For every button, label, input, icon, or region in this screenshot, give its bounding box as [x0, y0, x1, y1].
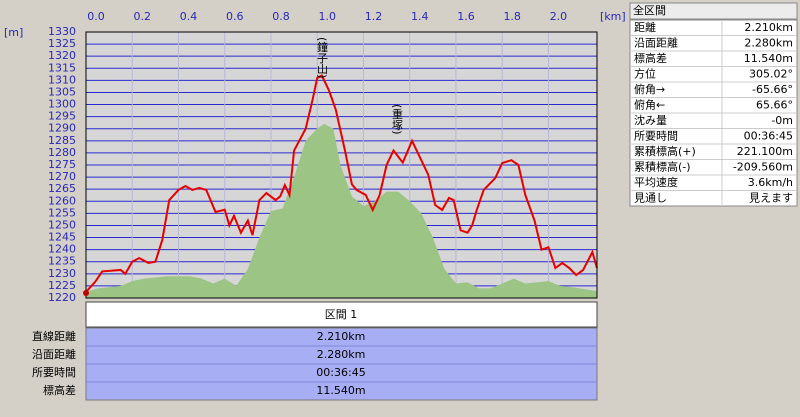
x-tick-label: 0.2 [133, 10, 151, 23]
summary-value: 00:36:45 [744, 130, 793, 143]
y-tick-label: 1310 [48, 73, 76, 86]
summary-value: 65.66° [756, 99, 793, 112]
y-tick-label: 1285 [48, 134, 76, 147]
x-tick-label: 0.8 [272, 10, 290, 23]
section-value: 2.210km [317, 330, 366, 343]
section-label: 所要時間 [32, 366, 76, 379]
y-tick-label: 1255 [48, 206, 76, 219]
summary-label: 累積標高(-) [634, 160, 691, 174]
y-tick-label: 1290 [48, 122, 76, 135]
plot-frame [85, 31, 598, 299]
summary-label: 平均速度 [634, 175, 678, 189]
summary-label: 所要時間 [634, 130, 678, 143]
summary-value: 305.02° [749, 68, 793, 81]
y-axis-label: [m] [4, 26, 23, 39]
y-tick-label: 1325 [48, 37, 76, 50]
summary-label: 沿面距離 [634, 36, 678, 50]
y-tick-label: 1230 [48, 267, 76, 280]
y-tick-label: 1295 [48, 110, 76, 123]
y-tick-label: 1305 [48, 85, 76, 98]
y-tick-label: 1245 [48, 231, 76, 244]
y-tick-label: 1265 [48, 182, 76, 195]
y-tick-label: 1270 [48, 170, 76, 183]
summary-label: 累積標高(+) [634, 144, 696, 158]
y-tick-label: 1320 [48, 49, 76, 62]
summary-value: 2.210km [744, 21, 793, 34]
summary-label: 見通し [634, 192, 667, 205]
summary-label: 距離 [634, 20, 656, 34]
y-tick-label: 1240 [48, 243, 76, 256]
y-tick-label: 1300 [48, 98, 76, 111]
summary-label: 俯角→ [634, 82, 665, 96]
peak-label: (鐘子山) [316, 37, 329, 79]
summary-value: -0m [771, 114, 793, 127]
summary-label: 俯角← [634, 98, 665, 112]
y-tick-label: 1225 [48, 279, 76, 292]
summary-title: 全区間 [633, 3, 666, 17]
y-tick-label: 1235 [48, 255, 76, 268]
x-tick-label: 0.4 [180, 10, 198, 23]
peak-label: (重塚) [391, 104, 404, 135]
x-tick-label: 0.6 [226, 10, 244, 23]
x-tick-label: 2.0 [550, 10, 568, 23]
y-tick-label: 1275 [48, 158, 76, 171]
summary-value: 221.100m [737, 145, 793, 158]
summary-value: -65.66° [752, 83, 793, 96]
x-tick-label: 1.2 [365, 10, 383, 23]
y-tick-label: 1280 [48, 146, 76, 159]
summary-label: 標高差 [634, 51, 667, 65]
section-value: 2.280km [317, 348, 366, 361]
section-title: 区間 1 [325, 308, 358, 321]
summary-title-box [629, 2, 798, 20]
y-tick-label: 1260 [48, 194, 76, 207]
summary-label: 沈み量 [634, 113, 667, 127]
summary-value: -209.560m [733, 161, 793, 174]
x-tick-label: 1.0 [318, 10, 336, 23]
x-tick-label: 1.6 [457, 10, 475, 23]
x-axis-label: [km] [600, 10, 626, 23]
elevation-line [85, 74, 598, 293]
section-value: 00:36:45 [316, 366, 365, 379]
x-tick-label: 1.8 [503, 10, 521, 23]
section-value: 11.540m [316, 384, 365, 397]
summary-value: 3.6km/h [748, 176, 793, 189]
section-label: 直線距離 [32, 329, 76, 343]
y-tick-label: 1250 [48, 218, 76, 231]
x-tick-label: 1.4 [411, 10, 429, 23]
x-tick-label: 0.0 [87, 10, 105, 23]
summary-value: 2.280km [744, 37, 793, 50]
terrain-area [86, 123, 597, 299]
start-marker [83, 290, 89, 296]
section-label: 標高差 [43, 383, 76, 397]
section-header [85, 301, 598, 328]
summary-value: 見えます [749, 192, 793, 205]
y-tick-label: 1220 [48, 291, 76, 304]
y-tick-label: 1315 [48, 61, 76, 74]
y-tick-label: 1330 [48, 25, 76, 38]
section-label: 沿面距離 [32, 347, 76, 361]
summary-label: 方位 [634, 67, 656, 81]
summary-value: 11.540m [744, 52, 793, 65]
